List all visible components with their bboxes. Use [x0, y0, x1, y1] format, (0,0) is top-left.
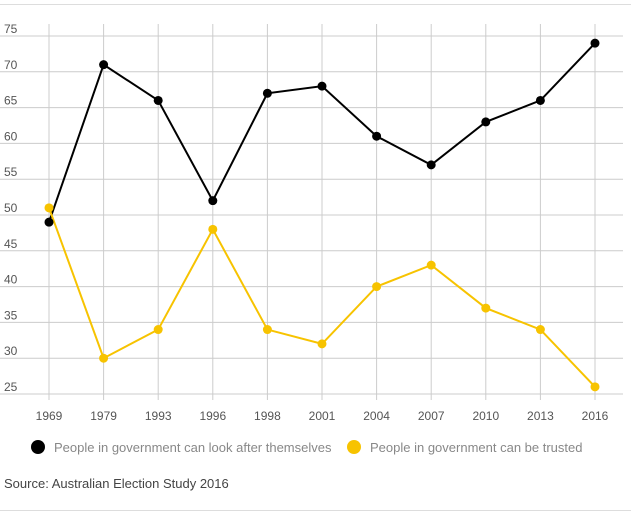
y-tick-label: 50 [4, 201, 18, 215]
data-point [99, 353, 109, 363]
data-point [44, 203, 54, 213]
legend-swatch [347, 440, 361, 454]
source-note: Source: Australian Election Study 2016 [4, 476, 229, 491]
x-tick-label: 1979 [90, 409, 117, 423]
legend-label: People in government can look after them… [54, 440, 332, 455]
y-tick-label: 55 [4, 165, 18, 179]
y-tick-label: 30 [4, 344, 18, 358]
legend-swatch [31, 440, 45, 454]
data-point [153, 95, 163, 105]
x-tick-label: 1996 [199, 409, 226, 423]
data-point [481, 303, 491, 313]
data-point [590, 38, 600, 48]
top-divider [0, 4, 631, 5]
x-tick-label: 2016 [582, 409, 609, 423]
data-point [372, 131, 382, 141]
x-tick-label: 2013 [527, 409, 554, 423]
series-points [44, 38, 600, 392]
y-tick-label: 45 [4, 237, 18, 251]
data-point [208, 196, 218, 206]
x-tick-label: 1993 [145, 409, 172, 423]
y-tick-label: 60 [4, 129, 18, 143]
x-tick-label: 2007 [418, 409, 445, 423]
data-point [590, 382, 600, 392]
y-tick-label: 65 [4, 94, 18, 108]
data-point [481, 117, 491, 127]
data-point [372, 282, 382, 292]
data-point [317, 81, 327, 91]
data-point [262, 325, 272, 335]
y-tick-label: 35 [4, 308, 18, 322]
legend-label: People in government can be trusted [370, 440, 582, 455]
y-tick-label: 75 [4, 22, 18, 36]
legend: People in government can look after them… [31, 440, 582, 455]
grid [0, 24, 623, 400]
x-tick-label: 2010 [472, 409, 499, 423]
data-point [99, 60, 109, 70]
data-point [535, 325, 545, 335]
data-point [426, 260, 436, 270]
x-tick-label: 2004 [363, 409, 390, 423]
data-point [153, 325, 163, 335]
x-tick-label: 1969 [36, 409, 63, 423]
data-point [262, 88, 272, 98]
y-tick-label: 40 [4, 273, 18, 287]
data-point [426, 160, 436, 170]
data-point [208, 224, 218, 234]
bottom-divider [0, 510, 631, 511]
x-tick-label: 1998 [254, 409, 281, 423]
data-point [535, 95, 545, 105]
y-tick-label: 70 [4, 58, 18, 72]
data-point [44, 217, 54, 227]
y-tick-label: 25 [4, 380, 18, 394]
x-tick-label: 2001 [309, 409, 336, 423]
data-point [317, 339, 327, 349]
y-axis-ticks: 25 30 35 40 45 50 55 60 65 70 75 [4, 22, 18, 394]
x-axis-ticks: 1969 1979 1993 1996 1998 2001 2004 2007 2010 2013… [36, 409, 609, 423]
